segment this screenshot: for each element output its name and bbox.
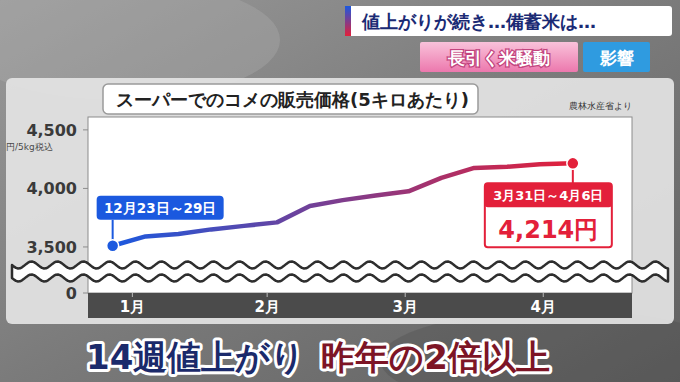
tag: 影響 xyxy=(599,48,634,68)
chart-root: 値上がりが続き…備蓄米は… 長引く米騒動 影響スーパーでのコメの販売価格(5キロあた… xyxy=(0,0,680,382)
axis-break xyxy=(12,262,668,282)
caption-text: 14週値上がり xyxy=(86,337,305,377)
y-tick xyxy=(83,188,88,189)
annotation-box xyxy=(485,183,612,247)
y-tick xyxy=(83,293,88,294)
annotations: 12月23日～29日 3月31日～4月6日 4,214円 xyxy=(97,163,612,247)
point-marker xyxy=(567,157,579,169)
x-tick xyxy=(132,293,133,297)
x-tick xyxy=(543,293,544,297)
x-tick xyxy=(267,293,268,297)
point-marker xyxy=(107,240,119,252)
y-axis-label: 円/5kg税込 xyxy=(6,142,53,152)
tag: 長引く米騒動 xyxy=(447,48,550,68)
x-tick xyxy=(405,293,406,297)
annotation-text: 12月23日～29日 xyxy=(104,200,216,216)
y-tick-label: 3,500 xyxy=(26,238,77,257)
x-tick-label: 4月 xyxy=(531,298,556,316)
y-tick xyxy=(83,129,88,130)
data-label: 4,214円 xyxy=(498,216,598,244)
y-tick xyxy=(83,246,88,247)
caption-text: 昨年の2倍以上 xyxy=(321,337,550,377)
headline-accent xyxy=(345,6,351,36)
title-box xyxy=(103,84,478,114)
tag-box xyxy=(583,42,650,72)
annotation-text: 3月31日～4月6日 xyxy=(493,188,603,203)
annotation-box xyxy=(97,196,224,220)
headline-box xyxy=(345,6,672,36)
x-tick-label: 2月 xyxy=(254,298,279,316)
price-line xyxy=(113,163,573,245)
y-tick-label: 0 xyxy=(66,284,77,303)
x-tick-label: 1月 xyxy=(120,298,145,316)
x-axis-band xyxy=(88,293,632,318)
tag-box xyxy=(420,42,578,72)
headline: 値上がりが続き…備蓄米は… xyxy=(361,11,596,32)
chart-panel xyxy=(6,78,674,324)
x-tick-label: 3月 xyxy=(392,298,417,316)
annotation-header xyxy=(485,183,612,207)
chart-title: スーパーでのコメの販売価格(5キロあたり) xyxy=(116,89,469,110)
plot-data xyxy=(107,157,579,251)
source: 農林水産省より xyxy=(569,101,632,111)
y-tick-label: 4,500 xyxy=(26,121,77,140)
y-tick-label: 4,000 xyxy=(26,179,77,198)
